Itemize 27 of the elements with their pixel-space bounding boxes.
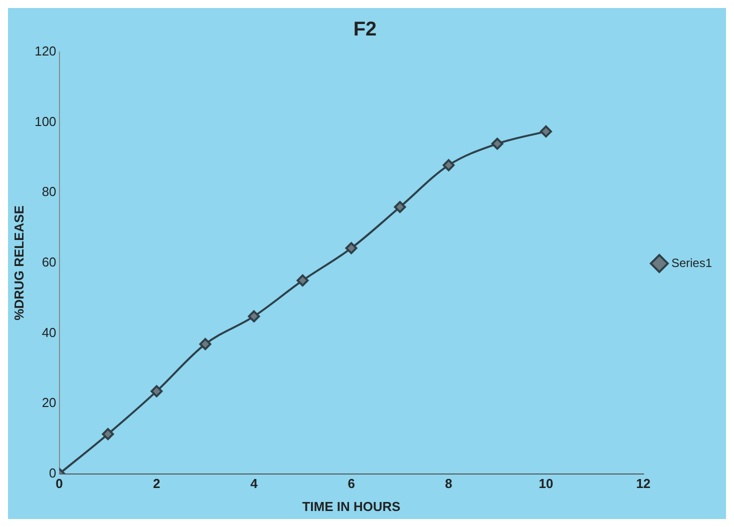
point (394, 201, 406, 214)
point (345, 242, 358, 254)
point (491, 138, 504, 150)
point (102, 428, 114, 440)
chart-title: F2 (353, 18, 377, 41)
y-tick-label: 120 (34, 44, 56, 59)
x-tick-label: 4 (250, 476, 258, 492)
y-tick-label: 0 (49, 465, 56, 480)
point (150, 385, 163, 398)
y-tick-label: 60 (42, 254, 56, 270)
x-tick-label: 8 (445, 476, 452, 492)
point (540, 125, 552, 138)
point (296, 274, 309, 286)
point (248, 310, 260, 322)
point (442, 159, 455, 172)
y-tick-label: 80 (42, 184, 56, 200)
x-tick-label: 2 (153, 476, 160, 492)
x-axis-title: TIME IN HOURS (302, 498, 401, 514)
x-tick-label: 12 (636, 476, 651, 492)
x-tick-label: 6 (348, 476, 355, 492)
x-tick-label: 10 (538, 476, 554, 492)
y-axis-title: %DRUG RELEASE (11, 205, 26, 320)
legend-label: Series1 (671, 256, 712, 270)
y-tick-label: 40 (42, 324, 56, 340)
y-tick-label: 20 (42, 395, 56, 410)
point (199, 338, 212, 350)
y-tick-label: 100 (34, 114, 56, 129)
